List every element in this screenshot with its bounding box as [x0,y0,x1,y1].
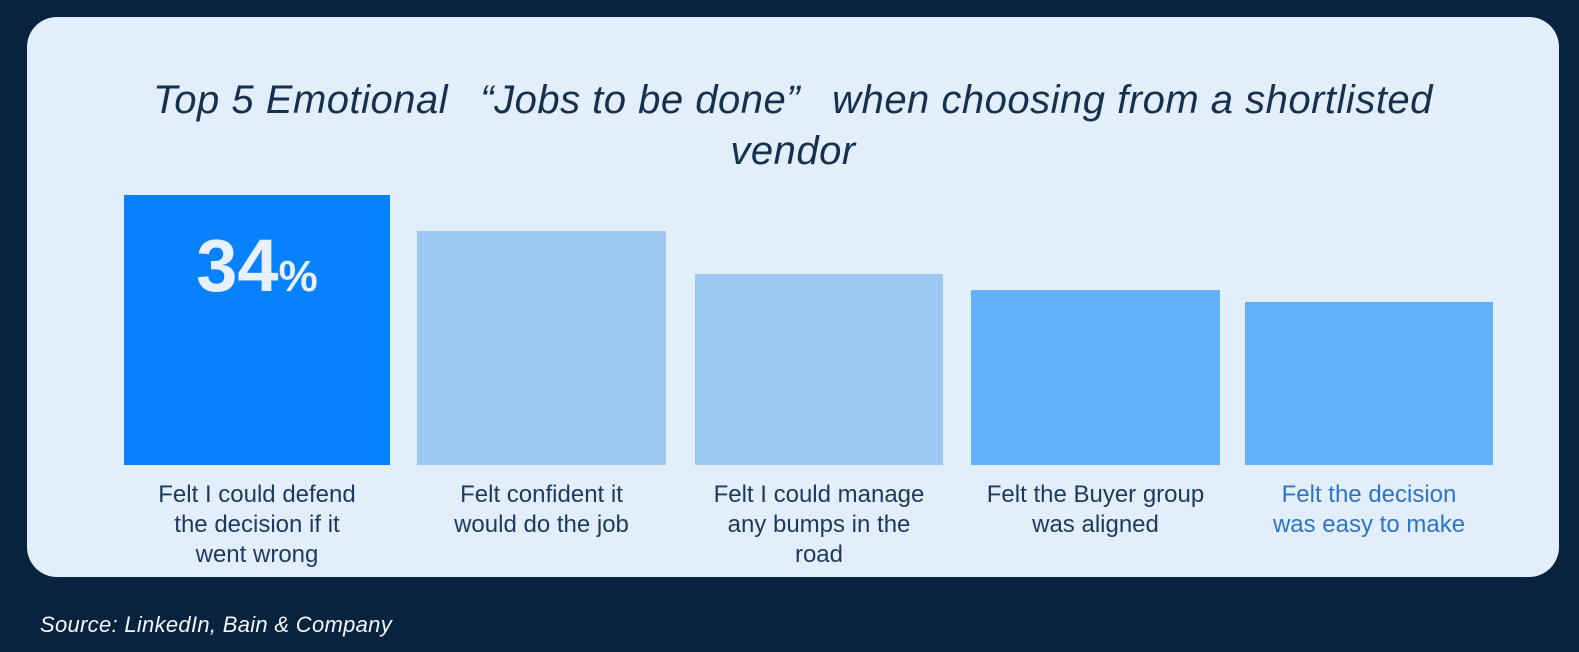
bar-category-label: Felt the Buyer group was aligned [986,481,1205,538]
source-footer: Source: LinkedIn, Bain & Company [40,612,392,638]
bar-category-label: Felt I could defend the decision if it w… [158,481,356,568]
bar-chart: 34% Felt I could defend the decision if i… [27,17,1559,577]
bar [1245,302,1493,465]
chart-card: Top 5 Emotional “Jobs to be done” when c… [27,17,1559,577]
bar [417,231,666,465]
bar-value-number: 34 [196,224,279,307]
bar-category-label: Felt confident it would do the job [454,481,629,538]
chart-title: Top 5 Emotional “Jobs to be done” when c… [153,78,1433,173]
bar: 34% [124,195,390,465]
source-text: Source: LinkedIn, Bain & Company [40,612,393,637]
bar-value-label: 34% [124,229,390,303]
bar-category-label: Felt I could manage any bumps in the roa… [713,481,925,568]
bar [971,290,1220,465]
bar-value-unit: % [278,252,318,301]
bar-category-label: Felt the decision was easy to make [1272,481,1466,538]
bar [695,274,943,465]
